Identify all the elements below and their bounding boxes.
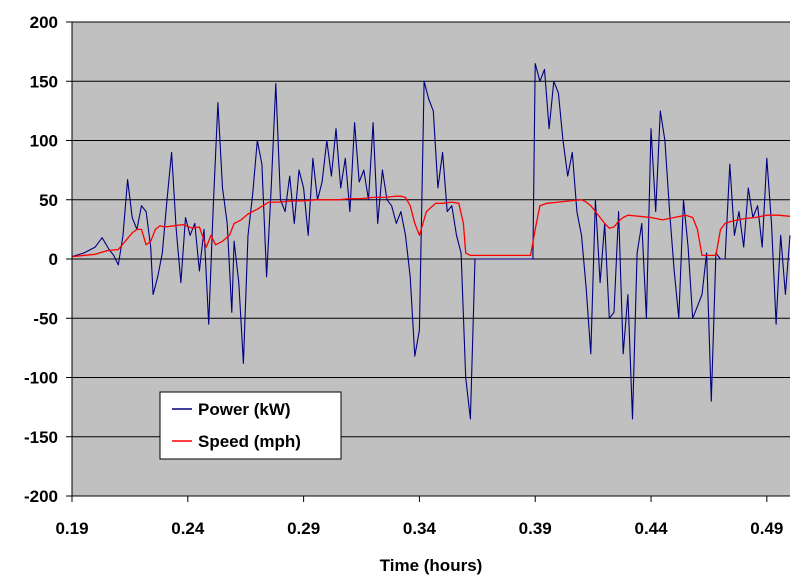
legend-box	[159, 391, 342, 460]
power-series-line	[71, 62, 791, 420]
x-axis-ticks: 0.19 0.24 0.29 0.34 0.39 0.44 0.49	[55, 496, 783, 538]
y-tick-label: -100	[24, 369, 58, 388]
x-tick-label: 0.29	[287, 519, 320, 538]
y-tick-label: -200	[24, 487, 58, 506]
y-tick-label: 0	[49, 250, 58, 269]
x-tick-label: 0.49	[750, 519, 783, 538]
series-group	[71, 62, 791, 420]
x-tick-label: 0.34	[403, 519, 437, 538]
legend: Power (kW) Speed (mph)	[159, 391, 342, 460]
x-tick-label: 0.19	[55, 519, 88, 538]
y-tick-label: 100	[30, 132, 58, 151]
x-axis-title: Time (hours)	[380, 556, 483, 575]
y-tick-label: 150	[30, 72, 58, 91]
x-tick-label: 0.24	[171, 519, 205, 538]
legend-label-power: Power (kW)	[198, 400, 291, 419]
y-axis-ticks: -200 -150 -100 -50 0 50 100 150 200	[24, 13, 72, 506]
y-tick-label: 200	[30, 13, 58, 32]
x-tick-label: 0.44	[634, 519, 668, 538]
legend-label-speed: Speed (mph)	[198, 432, 301, 451]
y-tick-label: -150	[24, 428, 58, 447]
x-tick-label: 0.39	[519, 519, 552, 538]
y-tick-label: 50	[39, 191, 58, 210]
speed-series-line	[71, 195, 791, 258]
y-tick-label: -50	[33, 309, 58, 328]
